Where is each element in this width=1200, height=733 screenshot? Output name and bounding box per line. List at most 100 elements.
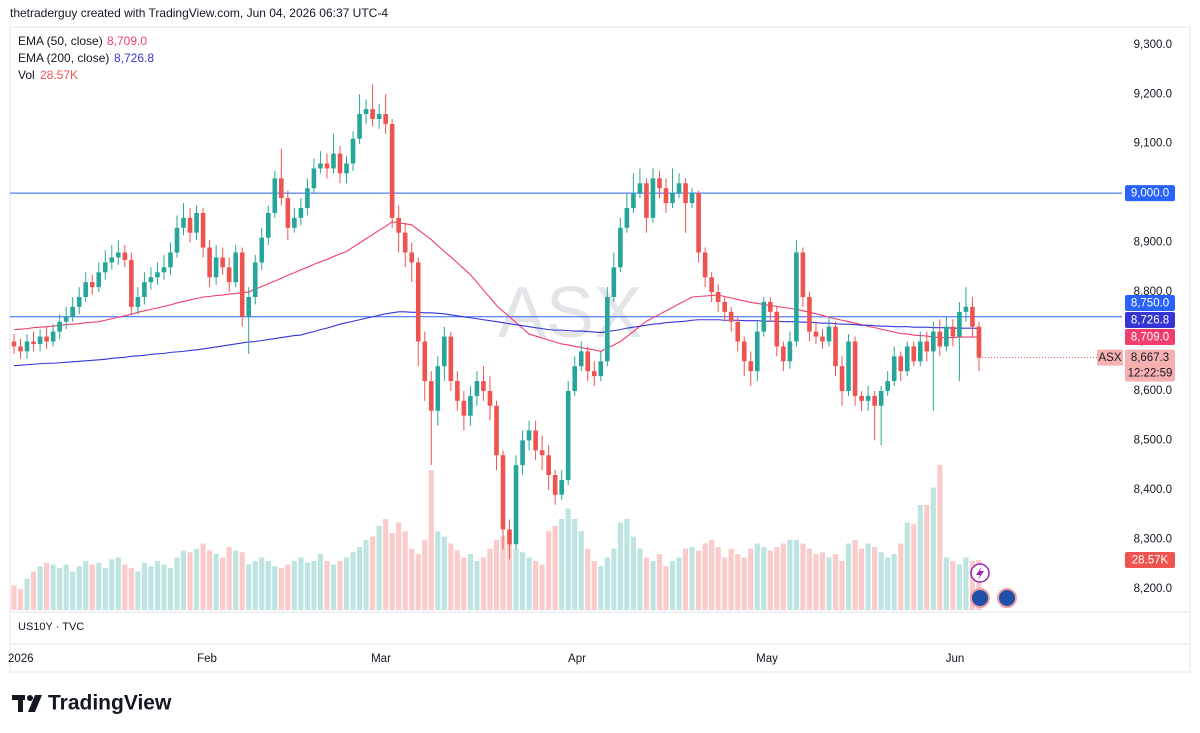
volume-bar: [376, 526, 382, 610]
volume-bar: [767, 550, 773, 610]
chart-frame: [9, 26, 1191, 673]
price-tag-label: 8,667.3: [1131, 352, 1169, 364]
volume-bar: [637, 548, 643, 610]
volume-bar: [578, 531, 584, 610]
volume-bar: [917, 505, 923, 610]
price-tag: [1125, 312, 1175, 329]
price-tag: [1125, 349, 1175, 382]
symbol-tag-label: ASX: [1098, 352, 1121, 364]
candle-body: [442, 336, 447, 367]
volume-bar: [259, 557, 265, 610]
candle-body: [181, 217, 186, 228]
countdown: 12:22:59: [1128, 368, 1173, 380]
candle-body: [513, 465, 519, 545]
candle-body: [624, 207, 630, 228]
candle-body: [233, 252, 238, 283]
volume-bar: [370, 536, 376, 610]
volume-bar: [70, 571, 76, 610]
candle-body: [761, 301, 767, 332]
candle-body: [96, 272, 102, 288]
flag-icon[interactable]: [970, 588, 990, 608]
candle-body: [839, 366, 845, 391]
candle-body: [924, 341, 930, 352]
candle-body: [494, 405, 499, 456]
candle-body: [409, 252, 415, 263]
volume-bar: [630, 536, 636, 610]
candle-body: [598, 361, 604, 377]
volume-bar: [506, 543, 513, 610]
candle-body: [305, 188, 310, 208]
volume-bar: [154, 561, 161, 610]
volume-bar: [832, 554, 839, 610]
candle-body: [474, 381, 480, 396]
volume-bar: [467, 554, 473, 610]
volume-bar: [493, 540, 500, 610]
candle-body: [957, 311, 962, 337]
legend-volume: Vol: [18, 68, 35, 82]
volume-bar: [220, 557, 226, 610]
candle-body: [970, 306, 975, 327]
volume-bar: [278, 568, 284, 610]
candle-body: [324, 163, 330, 169]
candle-body: [57, 321, 62, 332]
volume-bar: [11, 585, 17, 610]
volume-bar: [898, 543, 904, 610]
x-tick-label: Jun: [946, 653, 965, 665]
y-tick-label: 9,200.0: [1134, 88, 1172, 100]
volume-bar: [304, 562, 310, 610]
candle-body: [878, 390, 884, 406]
candle-body: [852, 341, 858, 396]
candle-body: [461, 400, 467, 416]
volume-bar: [702, 543, 708, 610]
volume-bar: [715, 547, 721, 610]
candle-body: [885, 381, 890, 391]
candle-body: [963, 306, 969, 312]
symbol-tag: [1097, 349, 1123, 366]
volume-tag: [1125, 552, 1175, 569]
volume-bar: [330, 564, 337, 610]
volume-bar: [526, 557, 532, 610]
logo-part: [27, 695, 33, 701]
candle-body: [741, 341, 747, 362]
ema-line: [13, 311, 979, 367]
volume-bar: [911, 524, 917, 610]
candle-body: [109, 257, 115, 263]
volume-bar: [878, 552, 884, 610]
volume-bar: [956, 564, 962, 610]
plot-area: [10, 84, 1122, 610]
candle-body: [950, 326, 956, 337]
logo-part: [28, 695, 42, 712]
volume-bar: [428, 470, 434, 610]
candle-body: [865, 395, 871, 401]
candle-body: [859, 395, 864, 401]
volume-bar: [598, 566, 604, 610]
candle-body: [435, 366, 441, 411]
volume-bar: [845, 543, 852, 610]
candle-body: [168, 252, 173, 268]
volume-bar: [174, 557, 180, 610]
volume-bar: [963, 557, 969, 610]
candle-body: [552, 475, 558, 495]
candle-body: [605, 296, 610, 362]
candle-body: [272, 178, 278, 213]
volume-bar: [389, 533, 395, 610]
volume-bar: [617, 522, 623, 610]
volume-bar: [383, 519, 389, 610]
volume-bar: [650, 561, 656, 610]
candle-body: [200, 212, 206, 248]
volume-bar: [76, 566, 82, 610]
volume-bar: [180, 550, 187, 610]
candle-body: [279, 178, 284, 199]
volume-bar: [572, 519, 578, 610]
volume-bar: [813, 554, 819, 610]
volume-bar: [624, 519, 630, 610]
volume-bar: [96, 562, 102, 610]
volume-bar: [128, 568, 134, 610]
volume-bar: [454, 550, 460, 610]
volume-bar: [337, 561, 343, 610]
volume-bar: [741, 557, 747, 610]
flag-icon[interactable]: [997, 588, 1017, 608]
volume-bar: [937, 464, 943, 610]
candle-body: [481, 381, 486, 391]
volume-bar: [141, 562, 147, 610]
